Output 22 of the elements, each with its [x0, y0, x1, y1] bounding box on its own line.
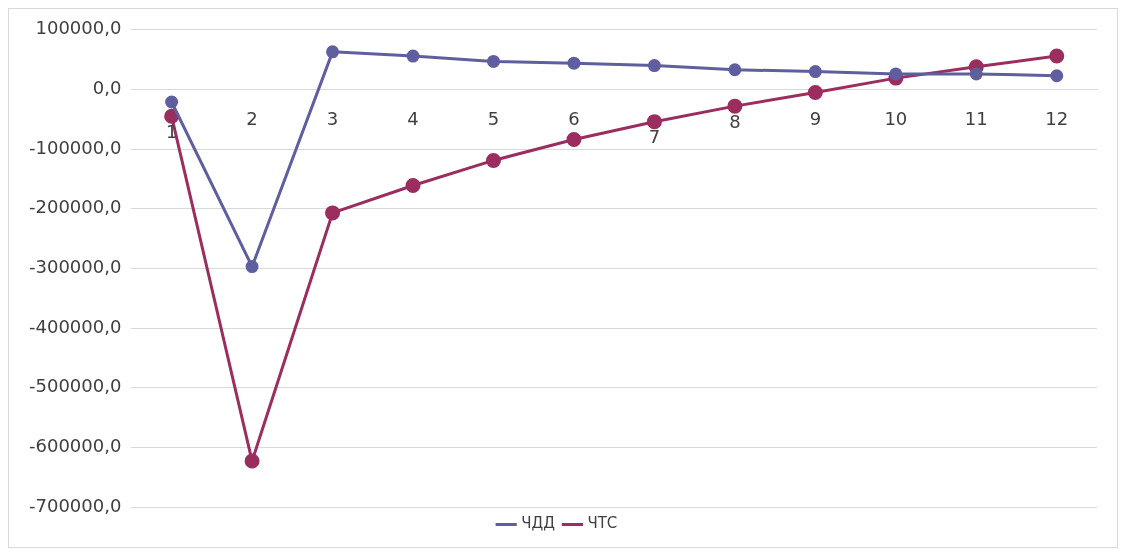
x-tick-label: 2 [246, 108, 258, 130]
x-tick-label: 3 [326, 108, 339, 130]
x-tick-label: 11 [964, 108, 988, 130]
y-tick-label: -600000,0 [28, 435, 122, 457]
x-tick-label: 4 [407, 108, 419, 130]
y-tick-label: -200000,0 [28, 196, 122, 218]
x-tick-label: 8 [729, 110, 741, 132]
x-tick-label: 10 [884, 108, 908, 130]
x-tick-label: 12 [1045, 108, 1069, 130]
y-tick-label: 0,0 [92, 77, 122, 99]
x-tick-label: 9 [809, 108, 822, 130]
x-tick-label: 6 [568, 108, 580, 130]
legend-label: ЧТС [587, 514, 618, 533]
y-tick-label: -100000,0 [28, 136, 122, 158]
x-tick-label: 5 [487, 108, 500, 130]
y-tick-label: -400000,0 [28, 315, 122, 337]
y-tick-label: 100000,0 [35, 17, 122, 39]
legend-label: ЧДД [521, 514, 555, 533]
y-tick-label: -300000,0 [28, 256, 122, 278]
x-tick-label: 7 [648, 126, 661, 148]
y-tick-label: -500000,0 [28, 375, 122, 397]
y-tick-label: -700000,0 [28, 494, 122, 516]
